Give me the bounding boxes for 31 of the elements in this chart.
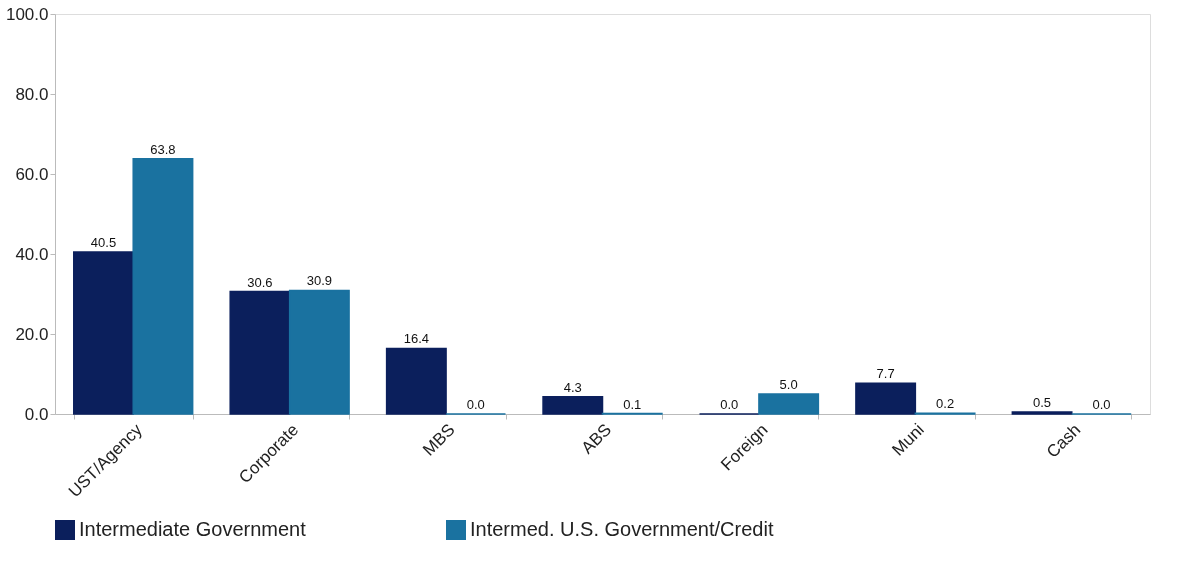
data-label: 5.0	[779, 377, 798, 392]
data-label: 16.4	[403, 331, 430, 347]
legend-label: Intermed. U.S. Government/Credit	[470, 518, 774, 540]
bar	[855, 382, 917, 415]
data-label: 63.8	[150, 141, 176, 157]
data-label: 0.0	[466, 397, 485, 412]
data-label: 0.5	[1033, 395, 1052, 410]
data-label: 0.0	[1092, 397, 1111, 412]
data-label: 30.9	[306, 273, 333, 289]
data-label: 4.3	[563, 379, 582, 395]
bar	[73, 251, 134, 415]
y-tick-label: 40.0	[15, 244, 49, 264]
bar	[385, 347, 447, 415]
y-tick-label: 20.0	[15, 324, 49, 344]
y-tick-label: 60.0	[15, 164, 49, 184]
bar	[229, 290, 291, 415]
data-label: 0.0	[720, 397, 739, 412]
bar	[758, 393, 820, 415]
data-label: 40.5	[90, 235, 117, 250]
legend-label: Intermediate Government	[79, 518, 307, 540]
data-label: 7.7	[876, 366, 895, 382]
bar	[1011, 411, 1073, 415]
data-label: 30.6	[247, 274, 273, 290]
bar	[542, 396, 604, 415]
data-label: 0.1	[623, 396, 642, 412]
y-tick-label: 100.0	[5, 4, 49, 24]
y-tick-label: 80.0	[15, 84, 49, 104]
bar	[288, 289, 350, 415]
bar	[132, 158, 194, 415]
data-label: 0.2	[936, 396, 955, 412]
y-tick-label: 0.0	[24, 404, 49, 424]
